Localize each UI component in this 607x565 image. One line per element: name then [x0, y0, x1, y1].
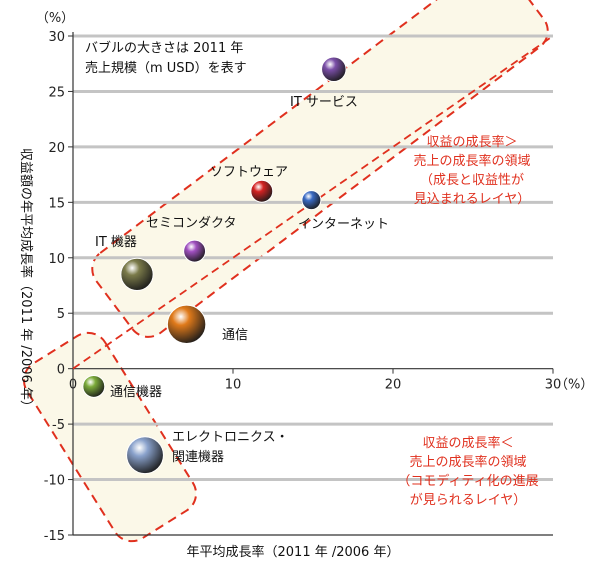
bubble-8 — [126, 436, 164, 475]
bubble-label: エレクトロニクス・ — [172, 430, 289, 445]
x-unit-label: （%） — [555, 378, 593, 393]
region-annotation: 収益の成長率＞ — [426, 134, 517, 150]
bubble-label: 関連機器 — [172, 450, 224, 465]
bubbles — [82, 56, 347, 475]
region-annotation: （コモディティ化の進展 — [397, 473, 538, 489]
bubble-7 — [82, 374, 106, 398]
y-tick-label: 30 — [48, 30, 65, 45]
axes — [68, 32, 554, 536]
region-upper — [91, 0, 549, 338]
x-tick-label: 10 — [225, 378, 242, 393]
highlight-regions — [22, 0, 549, 543]
y-tick-label: 5 — [57, 307, 65, 322]
region-annotation: 見込まれるレイヤ） — [414, 192, 531, 207]
bubble-4 — [183, 239, 207, 263]
bubble-label: セミコンダクタ — [146, 216, 236, 231]
bubble-label: ソフトウェア — [210, 165, 288, 180]
region-annotation: 売上の成長率の領域 — [409, 454, 526, 470]
y-tick-label: -5 — [52, 418, 65, 433]
bubble-5 — [120, 257, 154, 292]
bubble-label: IT 機器 — [95, 235, 137, 250]
region-annotation: が見られるレイヤ） — [410, 493, 527, 508]
region-annotation: 売上の成長率の領域 — [413, 153, 530, 169]
bubble-label: 通信機器 — [110, 385, 162, 400]
bubble-6 — [166, 304, 207, 345]
region-annotation: （成長と収益性が — [420, 173, 524, 188]
bubble-3 — [301, 190, 322, 211]
bubble-2 — [250, 179, 274, 203]
y-axis-title: 収益額の年平均成長率（2011 年 /2006 年） — [18, 148, 34, 413]
bubble-label: IT サービス — [290, 95, 358, 110]
y-tick-label: 0 — [57, 363, 65, 378]
x-axis-title: 年平均成長率（2011 年 /2006 年） — [187, 544, 400, 560]
y-tick-label: 10 — [48, 252, 65, 267]
bubble-label: インターネット — [298, 217, 389, 232]
x-tick-label: 0 — [69, 378, 77, 393]
bubble-label: 通信 — [222, 328, 248, 343]
region-lower — [22, 331, 198, 543]
y-tick-label: 25 — [48, 85, 65, 100]
bubble-size-note: バブルの大きさは 2011 年 — [85, 40, 243, 56]
y-tick-label: 20 — [48, 141, 65, 156]
y-tick-label: -10 — [44, 474, 65, 489]
y-tick-label: 15 — [48, 196, 65, 211]
y-tick-label: -15 — [44, 529, 65, 544]
bubble-size-note: 売上規模（m USD）を表す — [85, 60, 247, 76]
x-tick-label: 20 — [385, 378, 402, 393]
x-tick-label: 30 — [545, 378, 562, 393]
region-annotation: 収益の成長率＜ — [422, 435, 513, 451]
y-unit-label: （%） — [36, 11, 74, 26]
bubble-1 — [321, 56, 347, 83]
